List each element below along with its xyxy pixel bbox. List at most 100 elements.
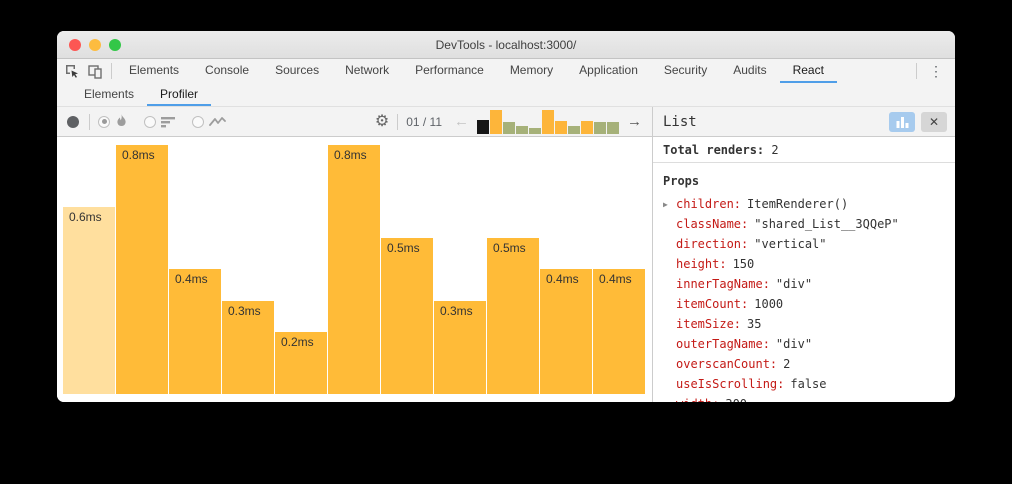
prop-name: outerTagName: <box>676 337 770 351</box>
commit-bar-6[interactable]: 0.8ms <box>328 145 380 394</box>
commit-selector-strip <box>477 109 619 134</box>
tab-memory[interactable]: Memory <box>509 63 554 77</box>
commit-thumbnail-1[interactable] <box>477 119 489 134</box>
prop-row-outerTagName: outerTagName: "div" <box>663 334 945 354</box>
devtools-tabbar-right: ⋮ <box>916 59 955 83</box>
prop-name: useIsScrolling: <box>676 377 785 391</box>
tab-audits[interactable]: Audits <box>733 63 767 77</box>
expand-arrow-icon[interactable]: ▶ <box>663 199 668 209</box>
prop-value[interactable]: 300 <box>725 397 747 402</box>
interactions-view-radio[interactable] <box>192 115 226 128</box>
prop-value[interactable]: 35 <box>747 317 762 331</box>
commit-bar-1[interactable]: 0.6ms <box>63 207 115 394</box>
prop-value[interactable]: "shared_List__3QQeP" <box>754 217 899 231</box>
prop-value[interactable]: false <box>790 377 827 391</box>
commit-bar-label: 0.4ms <box>175 272 208 286</box>
commit-thumbnail-7[interactable] <box>555 120 567 134</box>
commit-thumbnail-3[interactable] <box>503 121 515 134</box>
commit-bar-5[interactable]: 0.2ms <box>275 332 327 394</box>
prop-name: innerTagName: <box>676 277 770 291</box>
prop-row-width: width: 300 <box>663 394 945 402</box>
commit-thumbnail-11[interactable] <box>607 121 619 134</box>
commit-bar-8[interactable]: 0.3ms <box>434 301 486 394</box>
radio-unselected-icon <box>144 115 156 128</box>
minimize-window-button[interactable] <box>89 39 101 51</box>
inspector-header: List ✕ <box>653 107 955 137</box>
profiler-toolbar: ⚙ 01 / 11 ← → <box>57 107 652 137</box>
prop-row-itemCount: itemCount: 1000 <box>663 294 945 314</box>
prop-name: children: <box>676 197 742 211</box>
prop-row-itemSize: itemSize: 35 <box>663 314 945 334</box>
commit-bar-7[interactable]: 0.5ms <box>381 238 433 394</box>
commit-thumbnail-8[interactable] <box>568 125 580 134</box>
commit-bar-label: 0.4ms <box>599 272 632 286</box>
toggle-renders-chart-button[interactable] <box>889 111 915 132</box>
commit-bar-9[interactable]: 0.5ms <box>487 238 539 394</box>
toolbar-divider <box>89 113 90 130</box>
ranked-view-radio[interactable] <box>144 115 176 128</box>
tab-elements[interactable]: Elements <box>129 63 180 77</box>
total-renders-row: Total renders: 2 <box>653 137 955 163</box>
commit-thumbnail-2[interactable] <box>490 109 502 134</box>
kebab-menu-icon[interactable]: ⋮ <box>929 63 943 79</box>
prop-value[interactable]: 150 <box>732 257 755 271</box>
ranked-commit-chart: 0.6ms 0.8ms 0.4ms 0.3ms 0.2ms 0.8ms 0.5ms 0.3ms… <box>57 137 652 402</box>
radio-unselected-icon <box>192 115 204 128</box>
devtools-tab-bar: Elements Console Sources Network Performance… <box>57 59 955 83</box>
prop-value[interactable]: ItemRenderer() <box>747 197 849 211</box>
prop-value[interactable]: 1000 <box>754 297 784 311</box>
prop-value[interactable]: "div" <box>775 277 813 291</box>
prop-value[interactable]: "vertical" <box>754 237 827 251</box>
flamegraph-view-radio[interactable] <box>98 114 128 129</box>
prop-name: overscanCount: <box>676 357 778 371</box>
commit-bar-label: 0.8ms <box>334 148 367 162</box>
tab-security[interactable]: Security <box>663 63 708 77</box>
inspect-element-icon[interactable] <box>65 64 80 79</box>
commit-thumbnail-10[interactable] <box>594 121 606 134</box>
prop-name: className: <box>676 217 749 231</box>
radio-selected-icon <box>98 115 110 128</box>
prop-name: direction: <box>676 237 749 251</box>
window-titlebar: DevTools - localhost:3000/ <box>57 31 955 59</box>
commit-bar-3[interactable]: 0.4ms <box>169 269 221 394</box>
ranked-chart-icon <box>161 116 176 128</box>
commit-bar-label: 0.5ms <box>493 241 526 255</box>
tab-network[interactable]: Network <box>345 63 390 77</box>
prop-value[interactable]: "div" <box>775 337 813 351</box>
commit-thumbnail-9[interactable] <box>581 120 593 134</box>
commit-bar-label: 0.8ms <box>122 148 155 162</box>
close-window-button[interactable] <box>69 39 81 51</box>
commit-bar-10[interactable]: 0.4ms <box>540 269 592 394</box>
close-icon[interactable]: ✕ <box>921 111 947 132</box>
subtab-profiler[interactable]: Profiler <box>147 83 212 106</box>
commit-bar-2[interactable]: 0.8ms <box>116 145 168 394</box>
next-commit-icon[interactable]: → <box>627 113 642 130</box>
tab-console[interactable]: Console <box>205 63 250 77</box>
commit-bar-11[interactable]: 0.4ms <box>593 269 645 394</box>
gear-icon[interactable]: ⚙ <box>374 112 390 130</box>
commit-bar-4[interactable]: 0.3ms <box>222 301 274 394</box>
commit-bar-label: 0.3ms <box>228 304 261 318</box>
subtab-elements[interactable]: Elements <box>84 86 135 101</box>
commit-bar-label: 0.4ms <box>546 272 579 286</box>
prop-row-direction: direction: "vertical" <box>663 234 945 254</box>
component-name: List <box>663 113 697 130</box>
previous-commit-icon[interactable]: ← <box>454 113 469 130</box>
tab-performance[interactable]: Performance <box>415 63 484 77</box>
react-subtab-bar: Elements Profiler <box>57 83 955 107</box>
toolbar-divider <box>111 63 112 79</box>
zoom-window-button[interactable] <box>109 39 121 51</box>
devtools-tool-icons <box>57 59 116 83</box>
record-button[interactable] <box>67 115 79 128</box>
tab-application[interactable]: Application <box>579 63 638 77</box>
tab-sources[interactable]: Sources <box>275 63 320 77</box>
commit-thumbnail-4[interactable] <box>516 125 528 134</box>
commit-thumbnail-6[interactable] <box>542 109 554 134</box>
profiler-content: ⚙ 01 / 11 ← → 0.6ms 0.8ms 0.4ms 0.3ms 0.2ms 0… <box>57 107 955 402</box>
prop-value[interactable]: 2 <box>783 357 791 371</box>
tab-react[interactable]: React <box>779 59 837 83</box>
device-toolbar-icon[interactable] <box>88 64 103 79</box>
commit-thumbnail-5[interactable] <box>529 127 541 134</box>
prop-name: itemCount: <box>676 297 749 311</box>
